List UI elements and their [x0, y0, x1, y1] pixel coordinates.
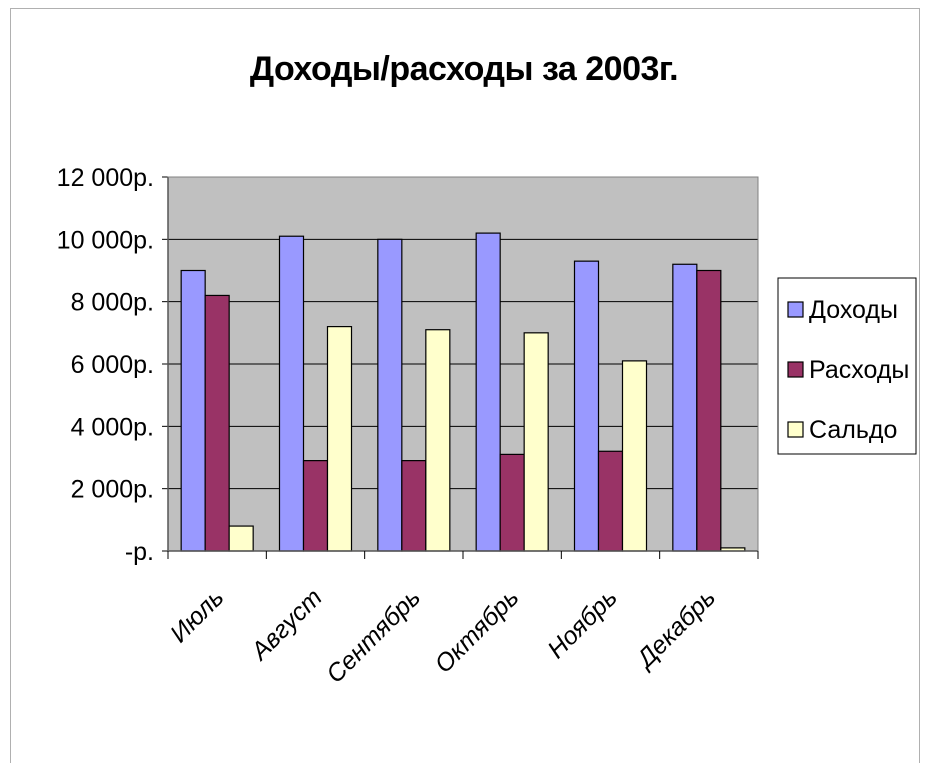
bar-Доходы-Июль: [180, 269, 206, 552]
y-tick-label: 8 000р.: [71, 289, 154, 317]
y-tick-label: 2 000р.: [71, 476, 154, 504]
bar-Сальдо-Октябрь: [523, 332, 549, 552]
axes: [162, 176, 759, 559]
legend-label: Доходы: [809, 296, 898, 324]
legend-label: Расходы: [809, 356, 909, 384]
legend: Доходы Расходы Сальдо: [777, 277, 917, 455]
bar-Расходы-Октябрь: [499, 453, 525, 552]
bar-Доходы-Октябрь: [475, 232, 501, 552]
bar-Доходы-Ноябрь: [573, 260, 600, 552]
chart-title: Доходы/расходы за 2003г.: [249, 50, 679, 88]
bar-Доходы-Август: [278, 235, 305, 552]
legend-swatch: [787, 361, 804, 378]
bar-Расходы-Август: [302, 460, 329, 552]
bar-Расходы-Декабрь: [696, 269, 722, 552]
legend-swatch: [787, 301, 804, 318]
y-tick-label: 12 000р.: [57, 164, 154, 192]
bar-Расходы-Июль: [204, 294, 230, 552]
bar-Сальдо-Ноябрь: [621, 360, 648, 552]
x-tick-label: Август: [244, 583, 327, 666]
bar-Сальдо-Сентябрь: [425, 329, 451, 552]
x-tick-label: Октябрь: [429, 583, 524, 678]
y-tick-label: 10 000р.: [57, 226, 154, 254]
bar-Сальдо-Июль: [228, 525, 254, 552]
y-tick-label: 6 000р.: [71, 351, 154, 379]
x-tick-label: Сентябрь: [321, 583, 426, 688]
legend-label: Сальдо: [809, 416, 897, 444]
bar-Расходы-Ноябрь: [597, 450, 624, 552]
x-tick-label: Ноябрь: [542, 583, 623, 664]
bars: [180, 232, 746, 552]
x-tick-label: Июль: [165, 583, 230, 648]
y-tick-label: -р.: [125, 538, 154, 566]
x-tick-label: Декабрь: [630, 583, 721, 674]
bar-Доходы-Декабрь: [672, 263, 698, 552]
bar-Сальдо-Август: [326, 326, 353, 552]
bar-Расходы-Сентябрь: [401, 460, 427, 552]
bar-Доходы-Сентябрь: [377, 238, 403, 552]
y-tick-label: 4 000р.: [71, 413, 154, 441]
gridlines: [168, 176, 758, 490]
legend-swatch: [787, 421, 804, 438]
y-tick-labels: -р. 2 000р. 4 000р. 6 000р. 8 000р. 10 000р. 1…: [57, 164, 154, 566]
